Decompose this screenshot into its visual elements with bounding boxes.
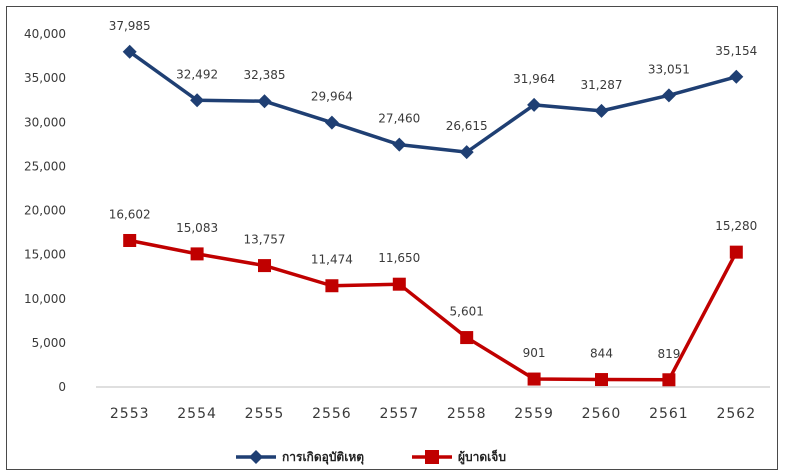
data-label: 11,650 <box>378 251 420 265</box>
data-label: 5,601 <box>450 305 484 319</box>
data-label: 26,615 <box>446 119 488 133</box>
y-tick-label: 5,000 <box>32 336 66 350</box>
data-point-diamond <box>729 69 744 84</box>
data-label: 13,757 <box>244 233 286 247</box>
legend-marker-diamond-icon <box>249 450 263 464</box>
data-label: 27,460 <box>378 112 420 126</box>
data-label: 32,385 <box>244 68 286 82</box>
x-tick-label: 2560 <box>582 406 622 422</box>
x-tick-label: 2562 <box>716 406 756 422</box>
data-label: 15,280 <box>715 219 757 233</box>
series-line-0 <box>128 50 737 154</box>
data-label: 32,492 <box>176 67 218 81</box>
data-point-square <box>662 373 676 387</box>
data-point-square <box>392 277 406 291</box>
data-point-square <box>527 372 541 386</box>
data-point-square <box>123 233 137 247</box>
legend-label: ผู้บาดเจ็บ <box>458 449 506 465</box>
data-point-diamond <box>324 115 339 130</box>
x-tick-label: 2557 <box>379 406 419 422</box>
data-point-square <box>595 373 608 387</box>
data-label: 11,474 <box>311 253 353 267</box>
series-line-1 <box>129 238 738 382</box>
data-point-diamond <box>257 94 272 109</box>
y-tick-label: 25,000 <box>24 159 66 173</box>
data-point-diamond <box>594 103 609 118</box>
data-point-diamond <box>392 137 407 152</box>
x-tick-label: 2553 <box>110 406 150 422</box>
data-point-square <box>729 245 743 259</box>
data-label: 29,964 <box>311 90 353 104</box>
data-label: 35,154 <box>715 44 757 58</box>
data-label: 844 <box>590 347 613 361</box>
data-point-square <box>190 247 204 261</box>
data-label: 31,287 <box>581 78 623 92</box>
y-tick-label: 35,000 <box>24 71 66 85</box>
legend: การเกิดอุบัติเหตุ ผู้บาดเจ็บ <box>236 449 506 465</box>
series-group <box>122 44 744 387</box>
y-tick-label: 20,000 <box>24 204 66 218</box>
y-tick-label: 30,000 <box>24 115 66 129</box>
data-label: 37,985 <box>109 19 151 33</box>
y-tick-label: 15,000 <box>24 248 66 262</box>
data-point-diamond <box>122 44 137 59</box>
data-point-diamond <box>190 93 205 108</box>
x-tick-label: 2561 <box>649 406 689 422</box>
data-point-square <box>258 259 271 273</box>
data-point-square <box>325 279 339 293</box>
x-tick-label: 2556 <box>312 406 352 422</box>
data-label: 15,083 <box>176 221 218 235</box>
legend-marker-square-icon <box>425 450 439 464</box>
data-label: 819 <box>657 347 680 361</box>
data-point-diamond <box>527 97 542 112</box>
data-point-diamond <box>459 145 474 160</box>
x-tick-label: 2559 <box>514 406 554 422</box>
x-tick-label: 2554 <box>177 406 217 422</box>
legend-label: การเกิดอุบัติเหตุ <box>282 450 364 465</box>
data-point-diamond <box>661 88 676 103</box>
x-tick-label: 2558 <box>447 406 487 422</box>
data-point-square <box>460 331 474 345</box>
y-tick-label: 10,000 <box>24 292 66 306</box>
data-label: 31,964 <box>513 72 555 86</box>
x-tick-label: 2555 <box>245 406 285 422</box>
data-label: 33,051 <box>648 62 690 76</box>
axes-group: 0 5,000 10,000 15,000 20,000 25,000 30,000 35,0… <box>24 27 770 422</box>
y-tick-label: 0 <box>58 380 66 394</box>
data-label: 16,602 <box>109 207 151 221</box>
y-tick-label: 40,000 <box>24 27 66 41</box>
data-labels-group: 37,985 32,492 32,385 29,964 27,460 26,615 31,9… <box>109 19 758 361</box>
data-label: 901 <box>523 346 546 360</box>
